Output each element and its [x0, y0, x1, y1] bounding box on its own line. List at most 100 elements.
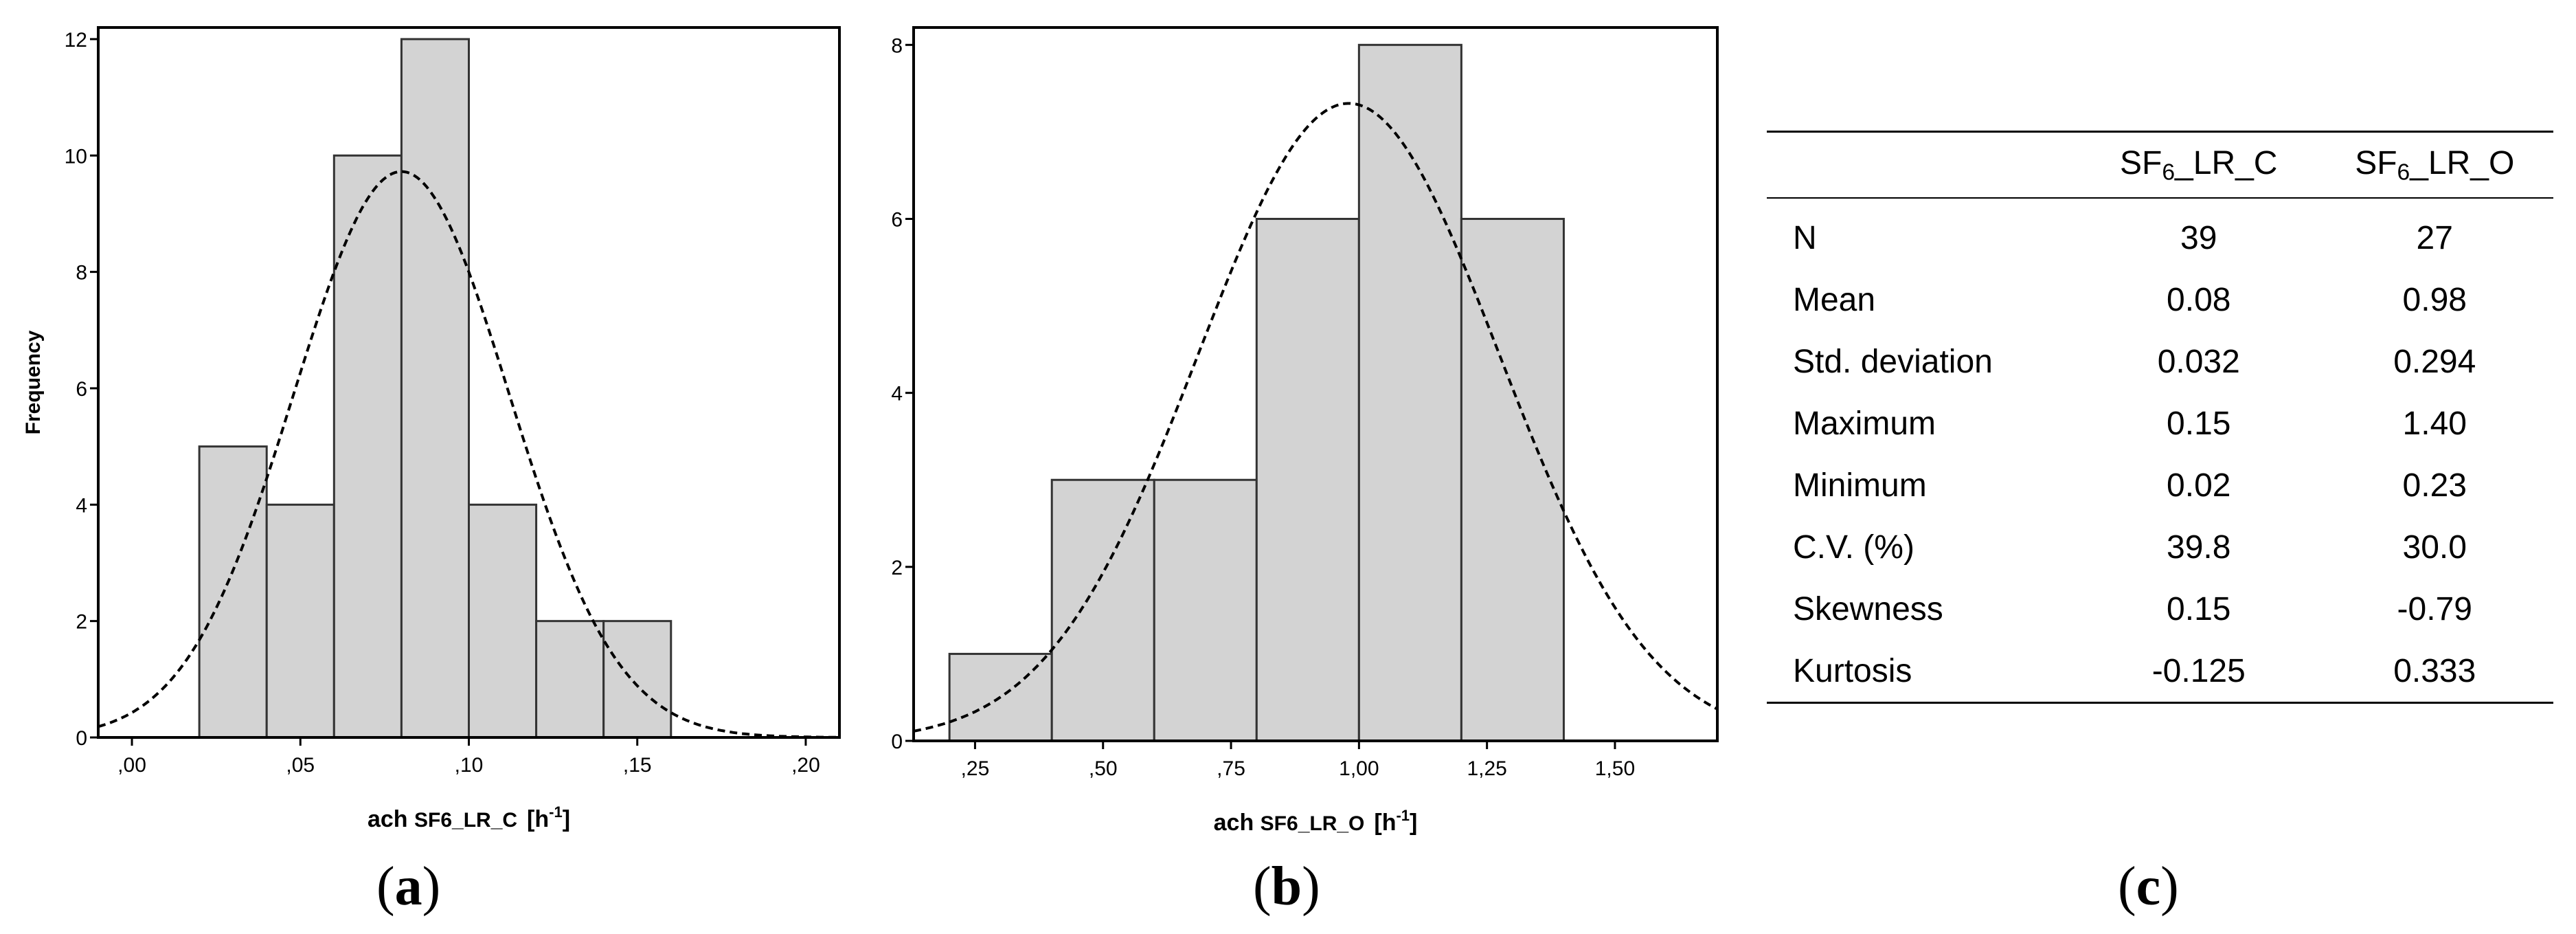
table-row-label: N: [1793, 219, 1817, 256]
bar-b-5: [1460, 217, 1565, 742]
x-tick-label-b-3: 1,00: [1339, 757, 1379, 780]
table-row: Minimum 0.02 0.23: [1767, 454, 2553, 516]
table-header-row: SF6_LR_C SF6_LR_O: [1767, 131, 2553, 199]
x-axis-b: ,25 ,50 ,75 1,00 1,25 1,50: [961, 741, 1635, 780]
bar-a-4: [468, 503, 538, 739]
panel-caption-b: (b): [1253, 856, 1320, 917]
x-axis-title-a-variable: SF6_LR_C: [414, 809, 517, 832]
y-tick-label-a-4: 8: [76, 262, 87, 285]
y-tick-label-b-3: 6: [891, 208, 903, 231]
x-axis-title-a-unit-sup: -1: [549, 803, 563, 821]
x-tick-label-b-4: 1,25: [1467, 757, 1506, 780]
table-cell: 39.8: [2167, 529, 2231, 566]
x-axis-title-b-unit-close: ]: [1410, 810, 1417, 836]
y-tick-label-a-0: 0: [76, 727, 87, 750]
table-cell: 0.98: [2402, 281, 2467, 318]
table-row-label: Minimum: [1793, 467, 1927, 504]
table-cell: 0.032: [2157, 343, 2240, 380]
table-row-label: Skewness: [1793, 590, 1943, 627]
x-axis-title-a: ach SF6_LR_C [h-1]: [368, 803, 570, 832]
bars-a: [198, 38, 673, 739]
table-row-label: C.V. (%): [1793, 529, 1914, 566]
table-cell: 30.0: [2402, 529, 2467, 566]
x-axis-title-a-prefix: ach: [368, 806, 414, 832]
normal-curve-line-a: [98, 170, 839, 739]
histogram-a: 0 2 4 6 8 10 12 ,00 ,05 ,10 ,15 ,20 Frequency ach …: [22, 26, 841, 832]
table-cell: 39: [2180, 219, 2217, 256]
table-row: Skewness 0.15 -0.79: [1767, 578, 2553, 640]
table-row: Mean 0.08 0.98: [1767, 269, 2553, 331]
normal-curve-a: [98, 170, 839, 739]
table-cell: 0.15: [2167, 405, 2231, 442]
table-header-sf6-lr-c: SF6_LR_C: [2120, 144, 2278, 186]
normal-curve-b: [913, 102, 1718, 733]
x-tick-label-a-0: ,00: [117, 754, 146, 777]
bars-b: [948, 43, 1565, 742]
bar-a-6: [602, 620, 673, 739]
y-tick-label-a-1: 2: [76, 611, 87, 634]
table-cell: -0.125: [2151, 652, 2246, 689]
x-tick-label-a-2: ,10: [455, 754, 484, 777]
table-row: Kurtosis -0.125 0.333: [1767, 640, 2553, 703]
table-cell: 0.294: [2393, 343, 2476, 380]
x-tick-label-a-4: ,20: [791, 754, 820, 777]
table-cell: 0.23: [2402, 467, 2467, 504]
y-axis-b: 0 2 4 6 8: [891, 34, 914, 753]
x-tick-label-a-3: ,15: [623, 754, 652, 777]
y-tick-label-b-0: 0: [891, 731, 903, 753]
table-cell: -0.79: [2397, 590, 2472, 627]
y-tick-label-a-2: 4: [76, 494, 87, 517]
normal-curve-line-b: [913, 102, 1718, 733]
bar-b-4: [1357, 43, 1462, 742]
x-axis-title-b-variable: SF6_LR_O: [1261, 812, 1365, 835]
table-row-label: Std. deviation: [1793, 343, 1993, 380]
table-cell: 0.02: [2167, 467, 2231, 504]
bar-a-5: [535, 620, 605, 739]
y-axis-a: 0 2 4 6 8 10 12: [65, 29, 98, 750]
y-tick-label-a-3: 6: [76, 378, 87, 401]
bar-a-2: [332, 154, 403, 739]
table-row: Std. deviation 0.032 0.294: [1767, 331, 2553, 392]
bar-b-1: [1050, 478, 1155, 742]
x-tick-label-b-5: 1,50: [1595, 757, 1635, 780]
y-axis-title-a: Frequency: [22, 330, 45, 434]
x-axis-title-b-unit-sup: -1: [1396, 807, 1410, 824]
table-cell: 0.333: [2393, 652, 2476, 689]
bar-a-3: [400, 38, 471, 739]
table-header-sf6-lr-o: SF6_LR_O: [2355, 144, 2515, 186]
bar-a-0: [198, 445, 268, 739]
table-row-label: Kurtosis: [1793, 652, 1912, 689]
bar-b-3: [1255, 217, 1360, 742]
x-tick-label-a-1: ,05: [286, 754, 315, 777]
panel-caption-c: (c): [2118, 856, 2179, 917]
table-row-label: Maximum: [1793, 405, 1936, 442]
plot-frame-b: [912, 26, 1719, 742]
y-tick-label-a-6: 12: [65, 29, 87, 52]
x-axis-title-b-unit: [h: [1374, 810, 1396, 836]
x-axis-title-b: ach SF6_LR_O [h-1]: [1214, 807, 1418, 836]
y-tick-label-b-1: 2: [891, 557, 903, 579]
y-tick-label-a-5: 10: [65, 145, 87, 168]
y-tick-label-b-2: 4: [891, 383, 903, 405]
bar-a-1: [265, 503, 335, 739]
x-tick-label-b-2: ,75: [1217, 757, 1245, 780]
bar-b-2: [1153, 478, 1258, 742]
x-tick-label-b-0: ,25: [961, 757, 990, 780]
x-axis-title-a-unit: [h: [527, 806, 549, 832]
table-row: C.V. (%) 39.8 30.0: [1767, 516, 2553, 578]
table-cell: 0.08: [2167, 281, 2231, 318]
table-row: N 39 27: [1767, 198, 2553, 269]
x-axis-a: ,00 ,05 ,10 ,15 ,20: [117, 737, 820, 777]
table-row: Maximum 0.15 1.40: [1767, 392, 2553, 454]
y-tick-label-b-4: 8: [891, 34, 903, 57]
panel-caption-a: (a): [376, 856, 441, 917]
x-tick-label-b-1: ,50: [1089, 757, 1118, 780]
table-header-corner: [1767, 132, 2081, 199]
x-axis-title-a-unit-close: ]: [563, 806, 570, 832]
table-row-label: Mean: [1793, 281, 1876, 318]
statistics-table: SF6_LR_C SF6_LR_O N 39 27 Mean 0.08 0.98 Std. …: [1767, 131, 2553, 704]
table-cell: 1.40: [2402, 405, 2467, 442]
table-cell: 0.15: [2167, 590, 2231, 627]
x-axis-title-b-prefix: ach: [1214, 810, 1261, 836]
